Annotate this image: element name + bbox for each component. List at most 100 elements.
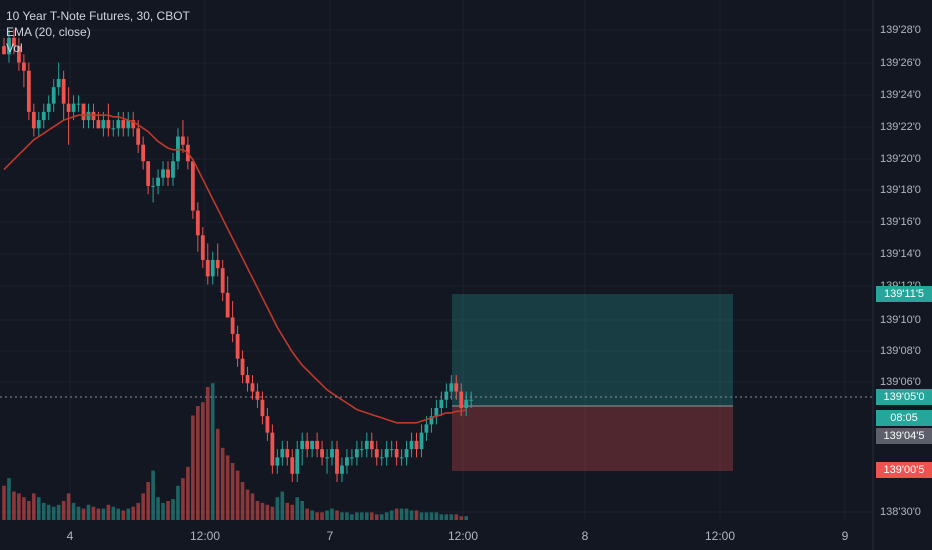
volume-bar	[46, 504, 51, 520]
price-tick-label: 139'06'0	[880, 376, 921, 388]
volume-bar	[255, 501, 260, 520]
candle-body	[81, 103, 86, 121]
volume-bar	[449, 514, 454, 520]
candle-body	[131, 120, 136, 129]
candle-body	[285, 449, 290, 458]
volume-bar	[17, 493, 21, 520]
volume-bar	[310, 510, 314, 520]
volume-bar	[220, 447, 225, 520]
candle-body	[190, 161, 195, 211]
candle-body	[36, 120, 41, 129]
price-tick-label: 139'08'0	[880, 345, 921, 357]
volume-bar	[340, 512, 344, 520]
candle-body	[384, 449, 389, 458]
volume-bar	[106, 504, 111, 520]
volume-bar	[384, 512, 389, 520]
candle-body	[116, 120, 121, 129]
candle-body	[364, 440, 369, 450]
volume-bar	[300, 501, 304, 520]
candle-body	[240, 358, 245, 376]
candle-body	[454, 383, 459, 392]
volume-bar	[181, 478, 185, 520]
candle-body	[374, 449, 379, 458]
time-tick-label: 12:00	[704, 529, 736, 543]
candle-body	[379, 457, 384, 459]
volume-bar	[270, 506, 275, 520]
candle-body	[225, 292, 230, 318]
volume-bar	[464, 516, 469, 520]
candle-body	[325, 457, 329, 459]
volume-bar	[32, 493, 36, 520]
candle-body	[409, 440, 414, 450]
volume-bar	[36, 497, 41, 520]
candle-body	[136, 128, 141, 145]
candle-body	[12, 37, 16, 47]
current-price-label: 139'05'0	[876, 389, 932, 405]
candle-body	[71, 103, 76, 112]
candle-body	[121, 120, 126, 129]
candle-body	[389, 449, 394, 451]
volume-bar	[41, 502, 46, 520]
volume-bar	[305, 508, 309, 520]
candle-body	[340, 465, 344, 474]
loss-zone	[452, 406, 733, 471]
candle-body	[111, 128, 116, 130]
volume-bar	[374, 514, 379, 520]
volume-bar	[285, 502, 290, 520]
candle-body	[444, 391, 449, 400]
candle-body	[429, 416, 434, 425]
countdown-label: 08:05	[876, 410, 932, 426]
volume-bar	[355, 512, 359, 520]
entry-price-label: 139'04'5	[876, 428, 932, 444]
volume-bar	[12, 491, 16, 520]
candle-body	[315, 440, 320, 450]
volume-bar	[434, 512, 439, 520]
candle-body	[300, 440, 305, 450]
candle-body	[295, 449, 300, 474]
volume-bar	[409, 510, 414, 520]
time-tick-label: 4	[66, 529, 74, 543]
candle-body	[345, 457, 349, 466]
candle-body	[76, 103, 81, 105]
volume-bar	[315, 512, 319, 520]
candle-body	[126, 120, 131, 129]
candle-body	[414, 440, 419, 450]
volume-bar	[91, 506, 96, 520]
candle-body	[265, 416, 270, 433]
candle-body	[215, 259, 220, 269]
candle-body	[399, 457, 404, 459]
candle-body	[290, 457, 295, 474]
candle-body	[2, 46, 6, 55]
volume-bar	[196, 406, 200, 520]
candle-body	[280, 449, 285, 458]
candle-body	[245, 375, 250, 384]
volume-bar	[230, 463, 235, 520]
volume-bar	[81, 508, 86, 520]
volume-bar	[121, 510, 126, 520]
volume-bar	[360, 512, 364, 520]
volume-bar	[186, 466, 190, 520]
candle-body	[96, 120, 101, 129]
chart-legend: 10 Year T-Note Futures, 30, CBOT EMA (20…	[6, 8, 190, 56]
volume-bar	[96, 508, 101, 520]
candle-body	[210, 259, 215, 277]
candle-body	[176, 136, 180, 162]
candle-body	[255, 391, 260, 400]
target-price-label: 139'11'5	[876, 286, 932, 302]
volume-bar	[191, 415, 195, 520]
candle-body	[459, 391, 464, 408]
volume-bar	[156, 497, 160, 520]
candle-body	[310, 440, 315, 450]
volume-bar	[404, 508, 409, 520]
stop-price-label: 139'00'5	[876, 462, 932, 478]
candle-body	[101, 120, 106, 129]
profit-zone	[452, 294, 733, 406]
candle-body	[220, 268, 225, 293]
volume-bar	[126, 508, 131, 520]
volume-bar	[429, 512, 434, 520]
candle-body	[449, 383, 454, 392]
volume-bar	[280, 491, 285, 520]
volume-bars	[2, 383, 469, 520]
candle-body	[369, 440, 374, 450]
